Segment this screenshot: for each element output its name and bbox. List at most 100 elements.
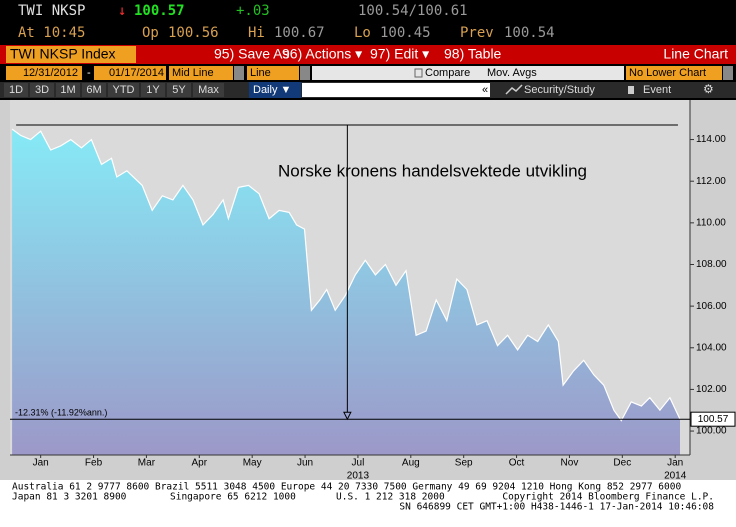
period-button[interactable] [56,83,80,97]
period-input[interactable] [302,83,490,97]
lower-field[interactable] [626,66,722,80]
x-tick-label: Jan [667,458,683,469]
lower-chart: No Lower Chart [629,67,706,79]
end-date: 01/17/2014 [109,67,164,79]
footer-line: SN 646899 CET GMT+1:00 H438-1446-1 17-Ja… [399,502,714,513]
y-tick-label: 108.00 [696,259,727,270]
period-button[interactable] [82,83,106,97]
x-tick-label: Dec [613,458,631,469]
compare-bar [312,66,624,80]
price-line [11,128,681,422]
year-label: 2014 [664,471,687,482]
footer-bg [0,480,736,527]
time: At 10:45 [18,25,85,41]
y-tick-label: 104.00 [696,342,727,353]
period-label: 1Y [146,84,160,96]
last-value-box [690,411,736,427]
event[interactable]: Event [643,84,671,96]
start-field[interactable] [6,66,82,80]
footer-line: U.S. 1 212 318 2000 [336,492,445,503]
high: 100.67 [274,25,325,41]
ticker: TWI NKSP [18,3,85,19]
period-button[interactable] [141,83,165,97]
area-fill [12,129,681,455]
prev-label: Prev [460,25,494,41]
x-tick-label: Feb [85,458,103,469]
period-label: 1D [9,84,23,96]
frequency: Daily ▼ [253,84,291,96]
open-label: Op [142,25,159,41]
last-value-label: 100.57 [698,414,729,425]
start-date: 12/31/2012 [23,67,78,79]
event-icon [628,86,634,94]
security-box[interactable] [6,46,136,63]
compare[interactable]: Compare [425,67,470,79]
period-button[interactable] [4,83,28,97]
x-tick-label: Apr [192,458,208,469]
open: 100.56 [168,25,219,41]
style: Line [250,67,271,79]
x-tick-label: Jan [33,458,49,469]
mov-avgs[interactable]: Mov. Avgs [487,67,537,79]
toolbar-button[interactable]: 96) Actions ▾ [282,46,362,62]
y-tick-label: 110.00 [696,217,726,228]
period-button[interactable] [30,83,54,97]
period-label: Max [198,84,219,96]
frequency-box[interactable] [249,82,301,98]
change-annotation: -12.31% (-11.92%ann.) [15,408,107,418]
collapse[interactable]: « [482,84,488,96]
toolbar-button[interactable]: 98) Table [444,46,502,62]
footer-line: Copyright 2014 Bloomberg Finance L.P. [502,492,714,503]
y-tick-label: 106.00 [696,301,727,312]
lower-dropdown[interactable] [723,66,733,80]
footer-line: Japan 81 3 3201 8900 [12,492,127,503]
settings-icon[interactable]: ⚙ [703,82,714,96]
compare-checkbox[interactable] [414,68,423,78]
period-label: 5Y [172,84,186,96]
x-tick-label: Oct [509,458,525,469]
y-tick-label: 114.00 [696,134,726,145]
style-field[interactable] [247,66,299,80]
security: TWI NKSP Index [10,46,116,62]
study-icon [505,84,523,95]
x-tick-label: Jul [352,458,365,469]
x-tick-label: Sep [455,458,473,469]
chart-title: Norske kronens handelsvektede utvikling [278,161,587,180]
toolbar-button[interactable]: 97) Edit ▾ [370,46,429,62]
bid-ask: 100.54/100.61 [358,3,468,19]
toolbar-bg [0,45,736,64]
x-tick-label: May [243,458,262,469]
year-label: 2013 [347,471,370,482]
mode-field[interactable] [169,66,233,80]
x-tick-label: Aug [402,458,420,469]
mode: Mid Line [172,67,214,79]
y-tick-label: 100.00 [696,426,727,437]
x-tick-label: Jun [297,458,313,469]
security-study[interactable]: Security/Study [524,84,595,96]
arrow-head [343,411,352,421]
period-label: 6M [86,84,101,96]
chart-type: Line Chart [663,46,728,62]
end-field[interactable] [94,66,166,80]
mode-dropdown[interactable] [234,66,244,80]
x-tick-label: Mar [138,458,156,469]
low-label: Lo [354,25,371,41]
plot [11,128,681,455]
date-dash: - [87,67,91,79]
y-tick-label: 112.00 [696,176,726,187]
toolbar-button[interactable]: 95) Save As [214,46,290,62]
direction-arrow: ↓ [118,3,126,19]
style-dropdown[interactable] [300,66,310,80]
period-label: 3D [35,84,49,96]
period-button[interactable] [108,83,139,97]
period-label: 1M [60,84,75,96]
x-tick-label: Nov [561,458,579,469]
last-price: 100.57 [134,3,185,19]
prev: 100.54 [504,25,555,41]
period-button[interactable] [193,83,224,97]
period-button[interactable] [167,83,191,97]
footer-line: Australia 61 2 9777 8600 Brazil 5511 304… [12,482,681,493]
footer-line: Singapore 65 6212 1000 [170,492,296,503]
